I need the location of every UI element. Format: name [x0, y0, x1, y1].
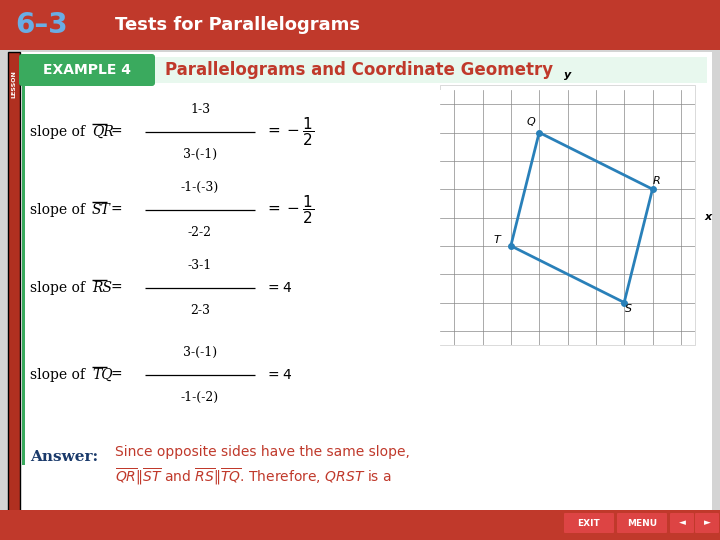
Text: $= 4$: $= 4$	[265, 368, 292, 382]
Text: -1-(-2): -1-(-2)	[181, 391, 219, 404]
Text: Since opposite sides have the same slope,
$\overline{QR}\|\overline{ST}$ and $\o: Since opposite sides have the same slope…	[115, 445, 410, 487]
Text: =: =	[111, 125, 122, 139]
Text: TQ: TQ	[92, 368, 112, 382]
Text: MENU: MENU	[627, 518, 657, 528]
Bar	[8, 52, 712, 530]
Bar	[440, 85, 695, 345]
FancyBboxPatch shape	[617, 513, 667, 533]
Text: EXAMPLE 4: EXAMPLE 4	[43, 63, 131, 77]
Bar	[0, 0, 720, 50]
Text: -1-(-3): -1-(-3)	[181, 181, 219, 194]
Text: Parallelograms and Coordinate Geometry: Parallelograms and Coordinate Geometry	[165, 61, 553, 79]
Text: LESSON: LESSON	[12, 70, 17, 98]
Text: Answer:: Answer:	[30, 450, 98, 464]
Text: slope of: slope of	[30, 125, 85, 139]
Text: $= -\dfrac{1}{2}$: $= -\dfrac{1}{2}$	[265, 194, 314, 226]
Text: -2-2: -2-2	[188, 226, 212, 239]
Bar	[0, 510, 720, 540]
FancyBboxPatch shape	[8, 52, 20, 530]
Text: ST: ST	[92, 203, 111, 217]
Text: y: y	[564, 70, 571, 80]
Text: x: x	[705, 213, 712, 222]
Text: 3-(-1): 3-(-1)	[183, 346, 217, 359]
FancyBboxPatch shape	[695, 513, 719, 533]
Text: 3-(-1): 3-(-1)	[183, 148, 217, 161]
FancyBboxPatch shape	[670, 513, 694, 533]
Text: ►: ►	[703, 518, 711, 528]
FancyBboxPatch shape	[564, 513, 614, 533]
FancyBboxPatch shape	[19, 54, 155, 86]
Text: =: =	[111, 203, 122, 217]
Text: T: T	[493, 235, 500, 245]
Text: parallelogram by definition.: parallelogram by definition.	[115, 513, 308, 527]
Text: $= -\dfrac{1}{2}$: $= -\dfrac{1}{2}$	[265, 116, 314, 148]
Text: EXIT: EXIT	[577, 518, 600, 528]
Text: -3-1: -3-1	[188, 259, 212, 272]
Text: RS: RS	[92, 281, 112, 295]
Text: slope of: slope of	[30, 203, 85, 217]
Text: ◄: ◄	[678, 518, 685, 528]
Text: slope of: slope of	[30, 281, 85, 295]
Text: Tests for Parallelograms: Tests for Parallelograms	[115, 16, 360, 34]
Text: S: S	[625, 305, 632, 314]
Text: 2-3: 2-3	[190, 304, 210, 317]
Text: =: =	[111, 281, 122, 295]
Text: R: R	[653, 176, 661, 186]
Text: 1-3: 1-3	[190, 103, 210, 116]
Text: =: =	[111, 368, 122, 382]
Bar	[22, 85, 25, 465]
Text: Q: Q	[526, 117, 535, 127]
Text: 6–3: 6–3	[16, 11, 68, 39]
Bar	[152, 57, 707, 83]
Text: $= 4$: $= 4$	[265, 281, 292, 295]
Text: QR: QR	[92, 125, 114, 139]
Text: slope of: slope of	[30, 368, 85, 382]
